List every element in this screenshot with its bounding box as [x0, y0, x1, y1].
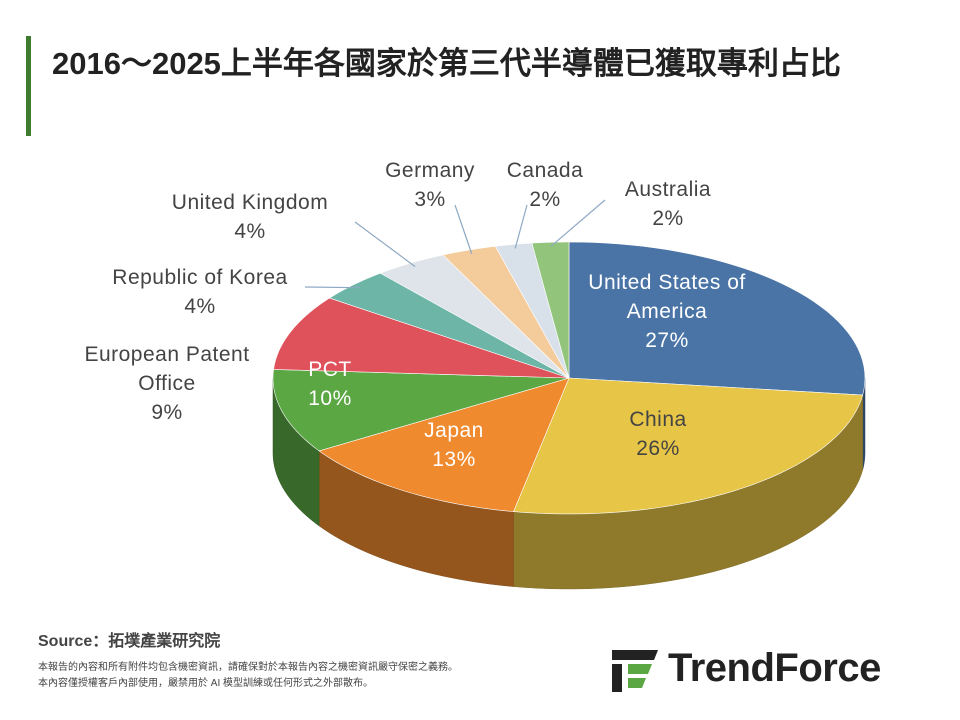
source: Source：拓墣產業研究院: [38, 633, 221, 650]
slice-label: European Patent Office 9%: [82, 340, 252, 427]
value-label: 13%: [432, 448, 476, 471]
slice: [568, 241, 866, 396]
value-label: 9%: [151, 401, 183, 424]
leader-line: [354, 221, 416, 268]
slice: [273, 297, 570, 379]
category: China: [629, 408, 687, 431]
slice-label: China 26%: [598, 405, 718, 463]
slice: [318, 377, 570, 512]
value-label: 27%: [645, 329, 689, 352]
slice: [272, 369, 570, 452]
title-bar: [26, 36, 31, 136]
slice-label: United States of America 27%: [572, 268, 762, 355]
value-label: 3%: [414, 188, 446, 211]
leader-line: [514, 204, 528, 249]
category: Australia: [624, 178, 712, 201]
value-label: 2%: [652, 207, 684, 230]
category: Republic of Korea: [112, 266, 288, 289]
category: United States of America: [588, 271, 746, 323]
logo-icon: [612, 650, 658, 692]
chart-title: 2016～2025上半年各國家於第三代半導體已獲取專利占比: [52, 46, 841, 81]
value-label: 26%: [636, 437, 680, 460]
slice: [531, 241, 570, 379]
slice-label: Canada 2%: [490, 156, 600, 214]
slice-label: Japan 13%: [394, 416, 514, 474]
slice-label: Republic of Korea 4%: [85, 263, 315, 321]
slice: [513, 377, 864, 515]
slice: [442, 245, 570, 379]
slice-label: United Kingdom 4%: [140, 188, 360, 246]
category: Germany: [385, 159, 475, 182]
value-label: 2%: [529, 188, 561, 211]
leader-line: [454, 204, 473, 255]
brand: TrendForce: [668, 646, 881, 690]
category: European Patent Office: [84, 343, 250, 395]
category: United Kingdom: [171, 191, 329, 214]
note: 本報告的內容和所有附件均包含機密資訊，請確保對於本報告內容之機密資訊嚴守保密之義…: [38, 662, 458, 673]
slice-label: Australia 2%: [603, 175, 733, 233]
category: Canada: [506, 159, 584, 182]
slice: [494, 242, 570, 379]
value-label: 4%: [184, 295, 216, 318]
note: 本內容僅授權客戶內部使用，嚴禁用於 AI 模型訓練或任何形式之外部散布。: [38, 678, 374, 689]
slice-label: PCT 10%: [280, 355, 380, 413]
value-label: 10%: [308, 387, 352, 410]
slice-label: Germany 3%: [365, 156, 495, 214]
value-label: 4%: [234, 220, 266, 243]
category: Japan: [424, 419, 484, 442]
leader-line: [550, 199, 606, 247]
leader-line: [304, 286, 360, 289]
slice: [328, 272, 570, 379]
category: PCT: [308, 358, 352, 381]
